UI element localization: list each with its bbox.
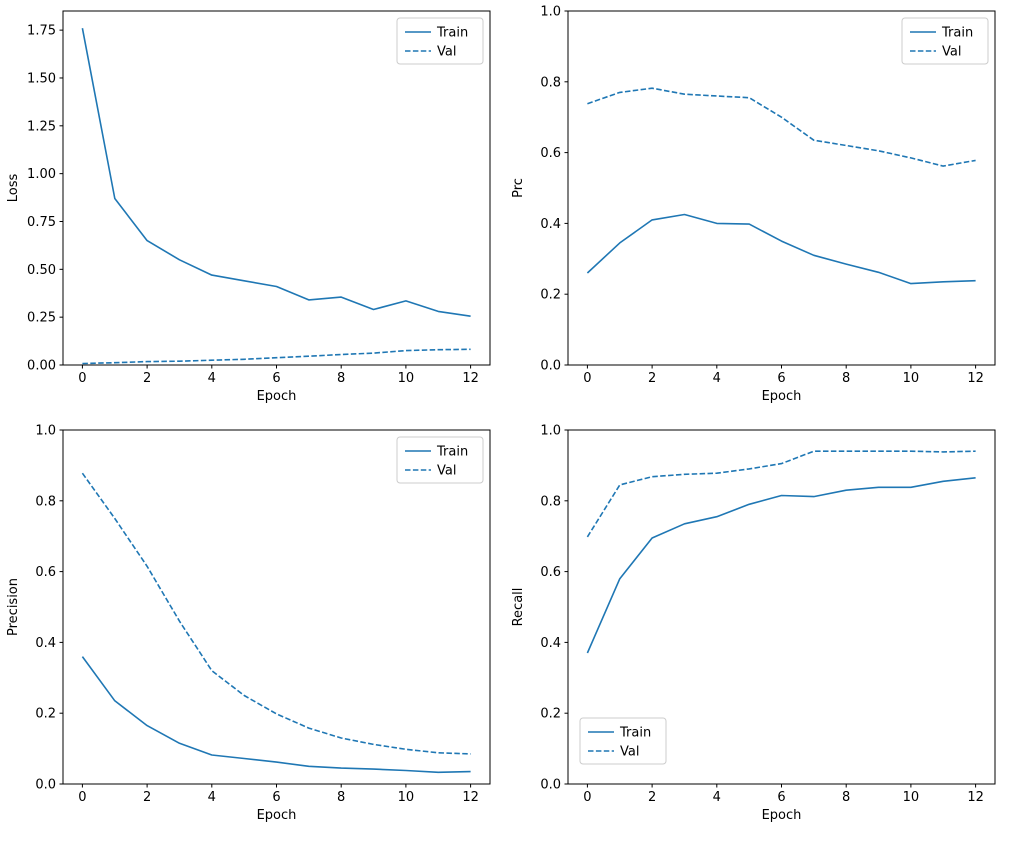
- y-tick-label: 0.2: [540, 288, 561, 303]
- y-tick-label: 0.00: [27, 359, 56, 374]
- x-tick-label: 12: [462, 371, 479, 386]
- legend-val-label: Val: [942, 45, 961, 60]
- y-tick-label: 0.0: [35, 778, 56, 793]
- x-tick-label: 8: [842, 371, 850, 386]
- val-series-line: [586, 450, 976, 538]
- legend-train-label: Train: [941, 26, 973, 41]
- legend-train-label: Train: [436, 445, 468, 460]
- train-series-line: [586, 477, 976, 654]
- y-tick-label: 0.6: [540, 565, 561, 580]
- val-series-line: [81, 472, 471, 755]
- plot-background: [505, 419, 1010, 838]
- y-tick-label: 0.25: [27, 311, 56, 326]
- y-tick-label: 0.4: [540, 636, 561, 651]
- chart-loss: 0 2 4 6 8 10 12 0.00 0.25 0.50 0.75 1.00 1.25 1.50 1.7…: [0, 0, 505, 419]
- x-tick-label: 12: [967, 790, 984, 805]
- x-axis-label: Epoch: [257, 389, 297, 404]
- chart-recall: 0 2 4 6 8 10 12 0.0 0.2 0.4 0.6 0.8 1.0 Epoch Recall Tr…: [505, 419, 1010, 838]
- x-tick-label: 4: [208, 790, 216, 805]
- y-tick-label: 0.75: [27, 215, 56, 230]
- y-axis-label: Recall: [511, 588, 526, 627]
- y-tick-label: 0.8: [540, 75, 561, 90]
- x-tick-label: 4: [208, 371, 216, 386]
- y-tick-label: 1.25: [27, 119, 56, 134]
- y-axis-label: Loss: [6, 174, 21, 203]
- x-tick-label: 6: [272, 371, 280, 386]
- x-tick-label: 12: [967, 371, 984, 386]
- x-tick-label: 10: [398, 371, 415, 386]
- x-tick-label: 10: [903, 371, 920, 386]
- x-tick-label: 12: [462, 790, 479, 805]
- y-tick-label: 0.6: [35, 565, 56, 580]
- plot-background: [505, 0, 1010, 419]
- legend-val-label: Val: [437, 464, 456, 479]
- x-tick-label: 10: [903, 790, 920, 805]
- x-tick-label: 8: [842, 790, 850, 805]
- legend-box: [901, 17, 989, 65]
- y-tick-label: 1.75: [27, 24, 56, 39]
- x-tick-label: 8: [337, 371, 345, 386]
- y-tick-label: 1.00: [27, 167, 56, 182]
- legend-box: [396, 436, 484, 484]
- x-axis-label: Epoch: [762, 808, 802, 823]
- train-series-line: [81, 656, 471, 774]
- y-tick-label: 1.0: [540, 5, 561, 20]
- val-series-line: [587, 87, 976, 167]
- chart-precision: 0 2 4 6 8 10 12 0.0 0.2 0.4 0.6 0.8 1.0 Epoch Precisio…: [0, 419, 505, 838]
- y-tick-label: 1.50: [27, 71, 56, 86]
- x-tick-label: 2: [143, 790, 151, 805]
- legend-train-label: Train: [436, 26, 468, 41]
- x-tick-label: 2: [648, 371, 656, 386]
- x-tick-label: 0: [78, 790, 86, 805]
- y-tick-label: 0.2: [35, 707, 56, 722]
- x-tick-label: 2: [648, 790, 656, 805]
- y-tick-label: 0.6: [540, 146, 561, 161]
- legend: Train Val: [901, 17, 989, 65]
- legend: Train Val: [396, 436, 484, 484]
- x-tick-label: 6: [777, 371, 785, 386]
- chart-recall-svg: 0 2 4 6 8 10 12 0.0 0.2 0.4 0.6 0.8 1.0 Epoch Recall Tr…: [505, 419, 1010, 838]
- legend-val-label: Val: [437, 45, 456, 60]
- y-tick-label: 1.0: [35, 424, 56, 439]
- x-tick-label: 0: [583, 790, 591, 805]
- y-tick-label: 0.2: [540, 707, 561, 722]
- chart-loss-svg: 0 2 4 6 8 10 12 0.00 0.25 0.50 0.75 1.00 1.25 1.50 1.7…: [0, 0, 505, 419]
- legend-box: [579, 717, 667, 765]
- y-axis-label: Prc: [511, 178, 526, 198]
- chart-prc-svg: 0 2 4 6 8 10 12 0.0 0.2 0.4 0.6 0.8 1.0 Epoch Prc Train…: [505, 0, 1010, 419]
- legend: Train Val: [579, 717, 667, 765]
- y-tick-label: 0.50: [27, 263, 56, 278]
- plot-background: [0, 419, 505, 838]
- y-tick-label: 0.0: [540, 778, 561, 793]
- x-tick-label: 10: [398, 790, 415, 805]
- x-tick-label: 0: [78, 371, 86, 386]
- y-tick-label: 0.0: [540, 359, 561, 374]
- legend: Train Val: [396, 17, 484, 65]
- x-tick-label: 8: [337, 790, 345, 805]
- x-axis-label: Epoch: [762, 389, 802, 404]
- plot-background: [0, 0, 505, 419]
- legend-train-label: Train: [619, 726, 651, 741]
- y-tick-label: 0.8: [540, 494, 561, 509]
- y-tick-label: 1.0: [540, 424, 561, 439]
- x-tick-label: 6: [272, 790, 280, 805]
- train-series-line: [81, 28, 471, 317]
- y-tick-label: 0.8: [35, 494, 56, 509]
- x-tick-label: 2: [143, 371, 151, 386]
- y-tick-label: 0.4: [540, 217, 561, 232]
- val-series-line: [82, 348, 471, 365]
- chart-prc: 0 2 4 6 8 10 12 0.0 0.2 0.4 0.6 0.8 1.0 Epoch Prc Train…: [505, 0, 1010, 419]
- y-tick-label: 0.4: [35, 636, 56, 651]
- chart-precision-svg: 0 2 4 6 8 10 12 0.0 0.2 0.4 0.6 0.8 1.0 Epoch Precisio…: [0, 419, 505, 838]
- y-axis-label: Precision: [6, 578, 21, 636]
- legend-val-label: Val: [620, 745, 639, 760]
- train-series-line: [586, 213, 976, 285]
- x-tick-label: 4: [713, 371, 721, 386]
- x-tick-label: 4: [713, 790, 721, 805]
- x-tick-label: 0: [583, 371, 591, 386]
- legend-box: [396, 17, 484, 65]
- x-tick-label: 6: [777, 790, 785, 805]
- x-axis-label: Epoch: [257, 808, 297, 823]
